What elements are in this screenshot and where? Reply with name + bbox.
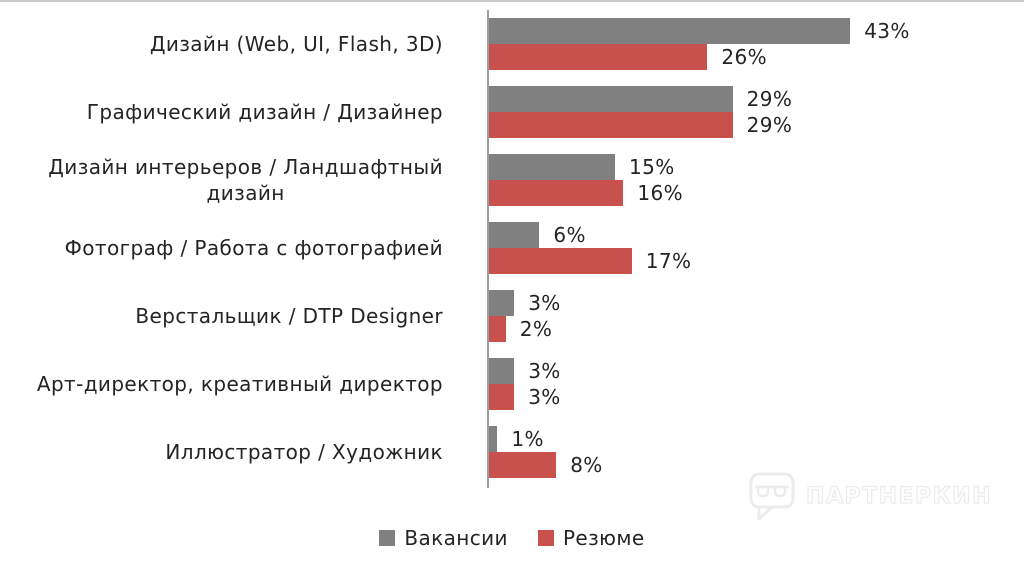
category-bars-group: 43% 26%: [465, 18, 1024, 70]
category-bars-group: 29% 29%: [465, 86, 1024, 138]
vacancies-value-label: 3%: [528, 291, 561, 315]
category-bars-group: 6% 17%: [465, 222, 1024, 274]
resumes-value-label: 17%: [645, 249, 692, 273]
category-label-cell: Фотограф / Работа с фотографией: [0, 235, 465, 261]
resumes-bar-line: 8%: [489, 452, 1024, 478]
vacancies-bar: [489, 426, 498, 452]
vacancies-bar-line: 1%: [489, 426, 1024, 452]
resumes-bar: [489, 316, 506, 342]
category-label: Иллюстратор / Художник: [165, 440, 443, 464]
resumes-bar-line: 17%: [489, 248, 1024, 274]
resumes-bar-line: 2%: [489, 316, 1024, 342]
legend-label-resumes: Резюме: [562, 526, 645, 550]
vacancies-bar: [489, 222, 540, 248]
legend-item-vacancies: Вакансии: [379, 526, 508, 550]
resumes-value-label: 29%: [746, 113, 793, 137]
category-label-cell: Дизайн (Web, UI, Flash, 3D): [0, 31, 465, 57]
resumes-value-label: 16%: [637, 181, 684, 205]
category-label: Дизайн (Web, UI, Flash, 3D): [149, 32, 443, 56]
vacancies-bar-line: 6%: [489, 222, 1024, 248]
chart-legend: Вакансии Резюме: [0, 526, 1024, 550]
category-label: Верстальщик / DTP Designer: [135, 304, 443, 328]
vacancies-value-label: 1%: [511, 427, 544, 451]
resumes-bar-line: 26%: [489, 44, 1024, 70]
vacancies-swatch-icon: [379, 530, 396, 546]
resumes-bar-line: 29%: [489, 112, 1024, 138]
vacancies-bar: [489, 86, 733, 112]
resumes-bar: [489, 248, 632, 274]
category-bars-group: 1% 8%: [465, 426, 1024, 478]
vacancies-bar-line: 29%: [489, 86, 1024, 112]
resumes-bar: [489, 44, 708, 70]
category-bars-group: 3% 2%: [465, 290, 1024, 342]
vacancies-bar: [489, 18, 851, 44]
vacancies-bar: [489, 290, 515, 316]
vacancies-value-label: 3%: [528, 359, 561, 383]
vacancies-bar-line: 43%: [489, 18, 1024, 44]
category-bars-group: 3% 3%: [465, 358, 1024, 410]
vacancies-value-label: 15%: [629, 155, 675, 179]
resumes-bar-line: 16%: [489, 180, 1024, 206]
category-bars-group: 15% 16%: [465, 154, 1024, 206]
chart-category-row: Верстальщик / DTP Designer 3% 2%: [0, 282, 1024, 350]
category-label: Арт-директор, креативный директор: [36, 372, 443, 396]
resumes-value-label: 8%: [570, 453, 603, 477]
category-label: Фотограф / Работа с фотографией: [64, 236, 443, 260]
resumes-value-label: 26%: [721, 45, 768, 69]
vacancies-bar-line: 3%: [489, 290, 1024, 316]
chart-category-row: Иллюстратор / Художник 1% 8%: [0, 418, 1024, 486]
resumes-bar-line: 3%: [489, 384, 1024, 410]
watermark-text: ПАРТНЕРКИН: [805, 483, 992, 509]
chart-category-row: Фотограф / Работа с фотографией 6% 17%: [0, 214, 1024, 282]
legend-item-resumes: Резюме: [537, 526, 645, 550]
vacancies-value-label: 29%: [746, 87, 793, 111]
resumes-swatch-icon: [537, 530, 554, 546]
category-label-cell: Дизайн интерьеров / Ландшафтный дизайн: [0, 154, 465, 206]
vacancies-value-label: 43%: [864, 19, 910, 43]
resumes-value-label: 2%: [519, 317, 553, 341]
category-label-cell: Иллюстратор / Художник: [0, 439, 465, 465]
chart-category-row: Графический дизайн / Дизайнер 29% 29%: [0, 78, 1024, 146]
category-label-cell: Верстальщик / DTP Designer: [0, 303, 465, 329]
vacancies-bar: [489, 358, 515, 384]
chart-category-row: Дизайн (Web, UI, Flash, 3D) 43% 26%: [0, 10, 1024, 78]
vacancies-bar-line: 3%: [489, 358, 1024, 384]
category-label-cell: Графический дизайн / Дизайнер: [0, 99, 465, 125]
chart-category-row: Дизайн интерьеров / Ландшафтный дизайн 1…: [0, 146, 1024, 214]
chart-category-row: Арт-директор, креативный директор 3% 3%: [0, 350, 1024, 418]
resumes-bar: [489, 180, 624, 206]
resumes-bar: [489, 384, 515, 410]
legend-label-vacancies: Вакансии: [404, 526, 508, 550]
resumes-bar: [489, 452, 557, 478]
vacancies-bar: [489, 154, 615, 180]
vacancies-bar-line: 15%: [489, 154, 1024, 180]
resumes-bar: [489, 112, 733, 138]
vacancies-value-label: 6%: [553, 223, 586, 247]
bar-chart-plot-area: Дизайн (Web, UI, Flash, 3D) 43% 26% Граф…: [0, 10, 1024, 486]
category-label: Дизайн интерьеров / Ландшафтный дизайн: [48, 155, 443, 205]
category-label: Графический дизайн / Дизайнер: [86, 100, 443, 124]
resumes-value-label: 3%: [528, 385, 561, 409]
category-axis-line: [487, 10, 489, 488]
category-label-cell: Арт-директор, креативный директор: [0, 371, 465, 397]
